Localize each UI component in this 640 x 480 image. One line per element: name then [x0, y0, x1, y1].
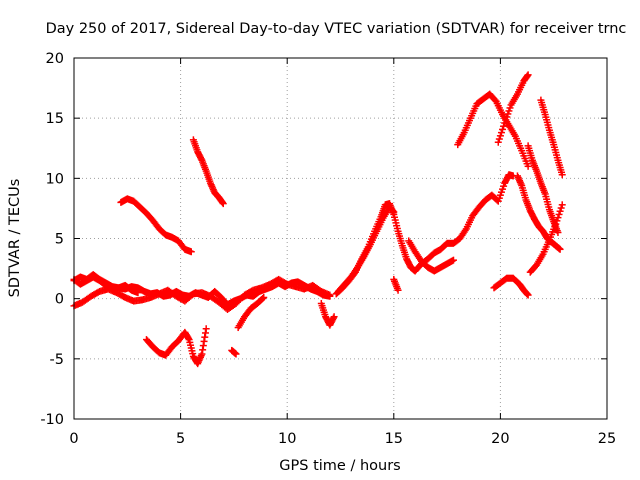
data-point	[497, 129, 505, 137]
data-point	[449, 256, 457, 264]
data-point	[553, 217, 561, 225]
data-point	[524, 162, 532, 170]
data-point	[202, 325, 210, 333]
data-point	[219, 200, 227, 208]
data-point	[558, 201, 566, 209]
x-tick-label: 0	[69, 431, 78, 447]
data-point	[552, 220, 560, 228]
data-point	[500, 122, 508, 130]
y-tick-label: 20	[46, 51, 64, 67]
data-point	[390, 208, 398, 216]
x-tick-label: 10	[278, 431, 296, 447]
data-point	[558, 171, 566, 179]
data-point	[499, 125, 507, 133]
data-point	[260, 293, 268, 301]
plot-frame	[73, 57, 608, 420]
axes: 0 5 10 15 20 25 -10 -5 0 5 10 15 20	[40, 51, 616, 447]
y-axis-label: SDTVAR / TECUs	[7, 179, 23, 298]
data-point	[556, 245, 564, 253]
data-point	[326, 291, 334, 299]
data-point	[556, 207, 564, 215]
data-point	[554, 214, 562, 222]
data-point	[330, 313, 338, 321]
x-tick-label: 5	[176, 431, 185, 447]
data-point	[524, 291, 532, 299]
y-tick-label: 10	[46, 171, 64, 187]
y-tick-label: -10	[40, 412, 64, 428]
data-point	[496, 132, 504, 140]
x-tick-label: 15	[385, 431, 403, 447]
data-points	[70, 71, 566, 368]
data-point	[495, 135, 503, 143]
chart-title: Day 250 of 2017, Sidereal Day-to-day VTE…	[46, 21, 627, 37]
data-point	[134, 289, 142, 297]
data-point	[555, 210, 563, 218]
y-tick-label: -5	[50, 352, 64, 368]
data-point	[557, 204, 565, 212]
data-point	[494, 138, 502, 146]
x-tick-label: 20	[491, 431, 509, 447]
data-point	[394, 286, 402, 294]
grid	[74, 58, 607, 419]
x-tick-label: 25	[598, 431, 616, 447]
y-tick-label: 15	[46, 111, 64, 127]
y-tick-label: 0	[55, 292, 64, 308]
data-point	[232, 350, 240, 358]
x-axis-label: GPS time / hours	[279, 458, 400, 474]
y-tick-label: 5	[55, 232, 64, 248]
data-point	[524, 71, 532, 79]
data-point	[259, 294, 267, 302]
data-point	[187, 248, 195, 256]
